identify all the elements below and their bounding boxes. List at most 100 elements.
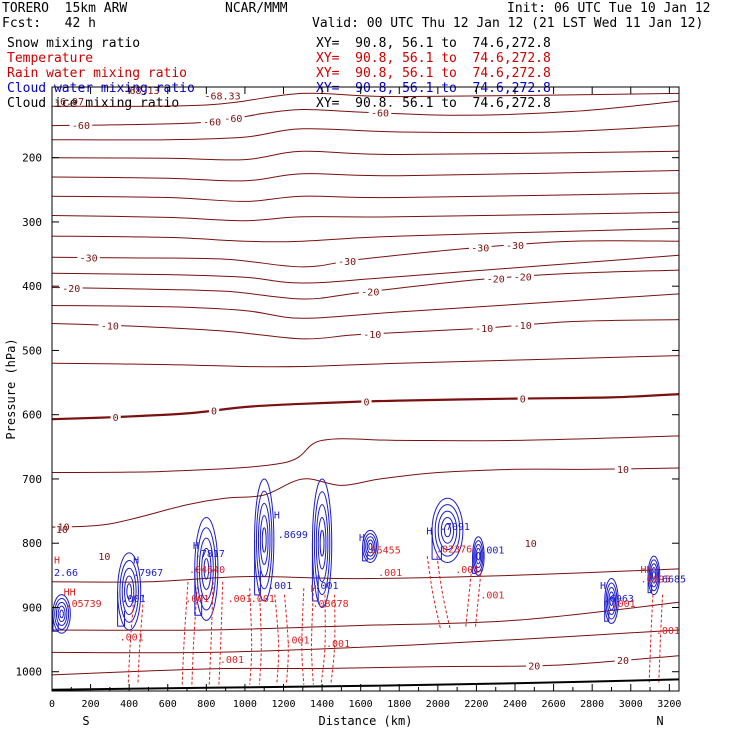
annotation-24: .001 [286, 636, 310, 647]
isotherm-label: 10 [617, 465, 629, 476]
annotation-1: H [54, 555, 60, 566]
rain-contour-1-a [181, 581, 189, 685]
isotherm-line-3 [51, 170, 680, 182]
annotation-20: H [311, 584, 317, 595]
cloud-contour-8-2 [606, 587, 617, 616]
isotherm-label-bg [503, 239, 527, 251]
x-tick-label: 400 [120, 699, 138, 710]
x-tick-label: 1000 [233, 699, 257, 710]
isotherm-label-bg [359, 285, 382, 297]
y-tick-label: 1000 [16, 666, 43, 679]
isotherm-label: 20 [528, 662, 540, 673]
rain-contour-7-b [436, 556, 451, 631]
annotation-39: .0695 [640, 575, 670, 586]
cloud-edge-6 [431, 530, 442, 560]
isotherm-label: -20 [514, 273, 532, 284]
south-label: S [82, 714, 89, 728]
isotherm-label-bg [208, 404, 220, 416]
cloud-contour-5-2 [365, 536, 376, 557]
x-tick-label: 2400 [503, 699, 527, 710]
y-axis-label: Pressure (hPa) [4, 338, 18, 439]
cloud-contour-0-2 [55, 601, 68, 626]
isotherm-label: -10 [514, 321, 532, 332]
isotherm-label: 0 [520, 395, 526, 406]
cloud-edge-0 [52, 613, 59, 632]
annotation-26: .05455 [365, 546, 401, 557]
isotherm-label: -30 [506, 241, 524, 252]
x-axis-label: Distance (km) [319, 714, 413, 728]
annotation-9: .001 [120, 632, 144, 643]
annotation-40: .6685 [656, 575, 686, 586]
y-tick-label: 300 [22, 216, 42, 229]
isotherm-line-9 [51, 355, 680, 368]
cloud-contour-0-4 [59, 609, 64, 619]
y-tick-label: 600 [22, 409, 42, 422]
y-tick-label: 900 [22, 601, 42, 614]
annotation-31: .001 [455, 565, 479, 576]
annotation-19: .8699 [278, 530, 308, 541]
isotherm-10 [51, 467, 680, 528]
field-name-cloud-water: Cloud water mixing ratio [7, 81, 195, 96]
rain-contour-9-a [648, 594, 654, 685]
x-tick-label: 800 [197, 699, 215, 710]
x-tick-label: 2200 [464, 699, 488, 710]
isotherm-label: -60 [224, 114, 242, 125]
isotherm-label-bg [222, 112, 245, 124]
temperature-isotherms: -60 -60 -60 -60-30 -30-30 -30-20 -20-20 -20-10-… [51, 100, 680, 676]
isotherm-label-bg [55, 520, 72, 532]
cloud-contour-6-2 [437, 510, 458, 551]
isotherm-line-11 [51, 568, 680, 583]
field-name-snow: Snow mixing ratio [7, 36, 141, 51]
cloud-contour-2-3 [201, 547, 212, 590]
isotherm-label-bg [360, 327, 384, 339]
north-label: N [656, 714, 663, 728]
annotation-6: H [133, 555, 139, 566]
cloud-contour-5-3 [366, 539, 374, 554]
annotation-27: .001 [378, 568, 402, 579]
isotherm-label-bg [110, 410, 121, 422]
annotation-42: -68.33 [204, 91, 240, 102]
annotation-21: .08678 [313, 599, 349, 610]
isotherm-label-bg [59, 281, 83, 293]
cloud-contour-2-2 [198, 537, 214, 601]
x-tick-label: 2800 [580, 699, 604, 710]
isotherm-label-bg [526, 659, 543, 671]
cloud-contour-2-1 [196, 527, 217, 611]
annotation-2: HH [64, 587, 76, 598]
y-tick-label: 200 [22, 152, 42, 165]
cloud-contour-8-4 [609, 596, 614, 607]
annotation-16: .001 [268, 581, 292, 592]
cloud-contour-7-2 [474, 543, 483, 569]
annotation-14: .001 [228, 594, 252, 605]
isotherm-20 [51, 655, 680, 676]
isotherm-label: 20 [617, 656, 629, 667]
cloud-contour-6-3 [440, 517, 455, 544]
cloud-contour-6-1 [434, 504, 461, 557]
isotherm-line-13 [51, 629, 680, 654]
rain-contour-2-a [208, 581, 214, 685]
isotherm-line-2 [51, 150, 680, 161]
annotation-8: .001 [122, 594, 146, 605]
cloud-edge-8 [604, 601, 610, 622]
x-tick-label: 1600 [349, 699, 373, 710]
isotherm-label-bg [468, 241, 492, 253]
y-tick-label: 500 [22, 344, 42, 357]
cloud-edge-4 [311, 543, 319, 602]
isotherm-label: 0 [113, 413, 119, 424]
isotherm-label: -10 [475, 324, 493, 335]
isotherm-label-bg [511, 270, 535, 282]
cloud-contour-3-2 [257, 502, 271, 578]
cloud-contour-1-4 [126, 583, 132, 600]
rain-contour-3-b [258, 588, 262, 685]
annotation-43: -68.13 [123, 86, 159, 97]
isotherm-label: -10 [101, 321, 119, 332]
cloud-contour-3-3 [259, 515, 269, 565]
axes: 0 200 400 600 800 1000 1200 1400 1600 1800 2000 220… [4, 87, 681, 728]
annotation-33: .001 [480, 591, 504, 602]
isotherm-label: -30 [338, 257, 356, 268]
isotherm--10 [51, 319, 680, 340]
model-label: TORERO 15km ARW [2, 1, 128, 16]
rain-contour-9-b [658, 594, 664, 685]
rain-water-contours [127, 556, 664, 685]
